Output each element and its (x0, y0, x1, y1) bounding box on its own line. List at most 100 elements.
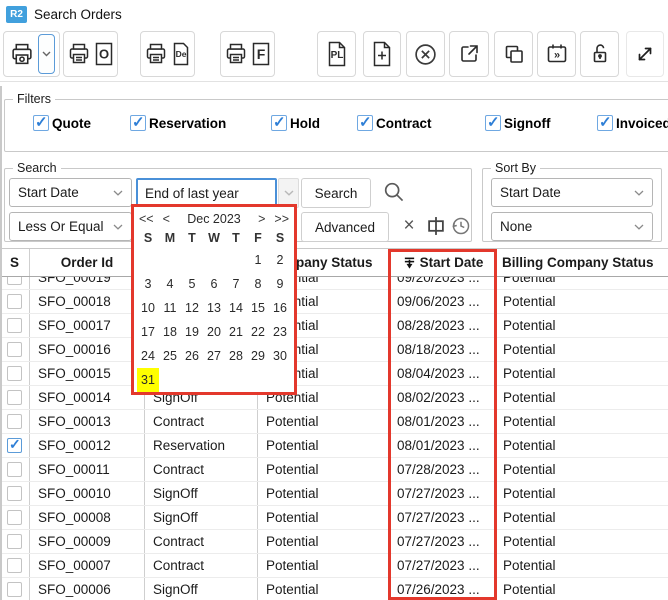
calendar-day-14[interactable]: 14 (229, 301, 243, 315)
calendar-day-30[interactable]: 30 (273, 349, 287, 363)
row-checkbox[interactable] (7, 486, 22, 501)
calendar-day-4[interactable]: 4 (166, 277, 174, 291)
checkbox[interactable]: ✓ (271, 114, 287, 131)
search-operator-select[interactable]: Less Or Equal (9, 212, 132, 241)
calendar-day-2[interactable]: 2 (276, 253, 284, 267)
open-external-button[interactable] (449, 31, 489, 77)
calendar-day-15[interactable]: 15 (251, 301, 265, 315)
search-field-select[interactable]: Start Date (9, 178, 132, 207)
row-checkbox[interactable] (7, 318, 22, 333)
calendar-day-11[interactable]: 11 (163, 301, 177, 315)
header-select[interactable]: S (0, 249, 30, 276)
table-row[interactable]: SFO_00018Potential09/06/2023 ...Potentia… (0, 290, 668, 314)
calendar-day-31[interactable]: 31 (137, 368, 159, 392)
header-start-date[interactable]: Start Date (390, 249, 497, 276)
history-button[interactable] (451, 216, 471, 236)
calendar-day-21[interactable]: 21 (229, 325, 243, 339)
calendar-day-3[interactable]: 3 (144, 277, 152, 291)
search-button[interactable]: Search (301, 178, 371, 208)
row-checkbox[interactable] (7, 582, 22, 597)
magnifier-button[interactable] (383, 181, 405, 203)
checkbox[interactable]: ✓ (33, 114, 49, 131)
row-checkbox[interactable] (7, 294, 22, 309)
calendar-day-17[interactable]: 17 (141, 325, 155, 339)
filter-checkbox-hold[interactable]: ✓ Hold (271, 114, 320, 131)
table-row[interactable]: SFO_00015Potential08/04/2023 ...Potentia… (0, 362, 668, 386)
next-year-button[interactable]: >> (274, 211, 289, 226)
calendar-day-7[interactable]: 7 (232, 277, 240, 291)
prev-year-button[interactable]: << (139, 211, 154, 226)
table-row[interactable]: ✓ SFO_00012 Reservation Potential 08/01/2023… (0, 434, 668, 458)
calendar-day-26[interactable]: 26 (185, 349, 199, 363)
print-split-button[interactable] (3, 31, 60, 77)
print-dropdown-button[interactable] (37, 34, 55, 74)
table-row[interactable]: SFO_00008 SignOff Potential 07/27/2023 ... P… (0, 506, 668, 530)
next-month-button[interactable]: > (258, 211, 266, 226)
calendar-day-13[interactable]: 13 (207, 301, 221, 315)
table-row[interactable]: SFO_00011 Contract Potential 07/28/2023 ...… (0, 458, 668, 482)
print-full-button[interactable]: F (220, 31, 275, 77)
header-billing-company-status[interactable]: Billing Company Status (502, 255, 654, 270)
filter-checkbox-signoff[interactable]: ✓ Signoff (485, 114, 551, 131)
row-checkbox[interactable]: ✓ (7, 436, 22, 453)
filter-checkbox-reservation[interactable]: ✓ Reservation (130, 114, 226, 131)
calendar-day-19[interactable]: 19 (185, 325, 199, 339)
row-checkbox[interactable] (7, 366, 22, 381)
table-row[interactable]: SFO_00010 SignOff Potential 07/27/2023 ... P… (0, 482, 668, 506)
calendar-day-22[interactable]: 22 (251, 325, 265, 339)
calendar-day-16[interactable]: 16 (273, 301, 287, 315)
duplicate-button[interactable] (494, 31, 533, 77)
checkbox[interactable]: ✓ (485, 114, 501, 131)
calendar-day-6[interactable]: 6 (210, 277, 218, 291)
table-row[interactable]: SFO_00014 SignOff Potential 08/02/2023 ... P… (0, 386, 668, 410)
header-order-id[interactable]: Order Id (30, 249, 145, 276)
pl-document-button[interactable]: PL (317, 31, 356, 77)
row-checkbox[interactable] (7, 277, 22, 285)
row-checkbox[interactable] (7, 414, 22, 429)
calendar-day-5[interactable]: 5 (188, 277, 196, 291)
calendar-day-20[interactable]: 20 (207, 325, 221, 339)
row-checkbox[interactable] (7, 462, 22, 477)
table-row[interactable]: SFO_00016Potential08/18/2023 ...Potentia… (0, 338, 668, 362)
sort-primary-select[interactable]: Start Date (491, 178, 653, 207)
prev-month-button[interactable]: < (162, 211, 170, 226)
row-checkbox[interactable] (7, 390, 22, 405)
advanced-button[interactable]: Advanced (301, 212, 389, 242)
table-row[interactable]: SFO_00007 Contract Potential 07/27/2023 ...… (0, 554, 668, 578)
filter-checkbox-invoiced[interactable]: ✓ Invoiced (597, 114, 668, 131)
expand-button[interactable] (626, 31, 664, 77)
row-checkbox[interactable] (7, 510, 22, 525)
calendar-day-27[interactable]: 27 (207, 349, 221, 363)
unlock-button[interactable] (580, 31, 619, 77)
clear-search-button[interactable]: × (399, 213, 419, 239)
filter-checkbox-quote[interactable]: ✓ Quote (33, 114, 91, 131)
table-row[interactable]: SFO_00006 SignOff Potential 07/26/2023 ... P… (0, 578, 668, 600)
cancel-button[interactable] (406, 31, 445, 77)
filter-checkbox-contract[interactable]: ✓ Contract (357, 114, 432, 131)
row-checkbox[interactable] (7, 534, 22, 549)
calendar-day-29[interactable]: 29 (251, 349, 265, 363)
print-orders-button[interactable]: O (63, 31, 118, 77)
checkbox[interactable]: ✓ (357, 114, 373, 131)
new-order-button[interactable] (363, 31, 401, 77)
calendar-day-10[interactable]: 10 (141, 301, 155, 315)
calendar-day-1[interactable]: 1 (254, 253, 262, 267)
calendar-day-23[interactable]: 23 (273, 325, 287, 339)
calendar-day-9[interactable]: 9 (276, 277, 284, 291)
calendar-day-8[interactable]: 8 (254, 277, 262, 291)
fit-columns-button[interactable] (425, 215, 447, 237)
calendar-day-24[interactable]: 24 (141, 349, 155, 363)
checkbox[interactable]: ✓ (597, 114, 613, 131)
sort-secondary-select[interactable]: None (491, 212, 653, 241)
calendar-day-12[interactable]: 12 (185, 301, 199, 315)
calendar-day-25[interactable]: 25 (163, 349, 177, 363)
table-row[interactable]: SFO_00009 Contract Potential 07/27/2023 ...… (0, 530, 668, 554)
schedule-forward-button[interactable]: » (537, 31, 576, 77)
checkbox[interactable]: ✓ (130, 114, 146, 131)
calendar-day-28[interactable]: 28 (229, 349, 243, 363)
table-row[interactable]: SFO_00013 Contract Potential 08/01/2023 ...… (0, 410, 668, 434)
row-checkbox[interactable] (7, 558, 22, 573)
calendar-day-18[interactable]: 18 (163, 325, 177, 339)
print-detail-button[interactable]: De (140, 31, 195, 77)
table-row[interactable]: SFO_00017Potential08/28/2023 ...Potentia… (0, 314, 668, 338)
